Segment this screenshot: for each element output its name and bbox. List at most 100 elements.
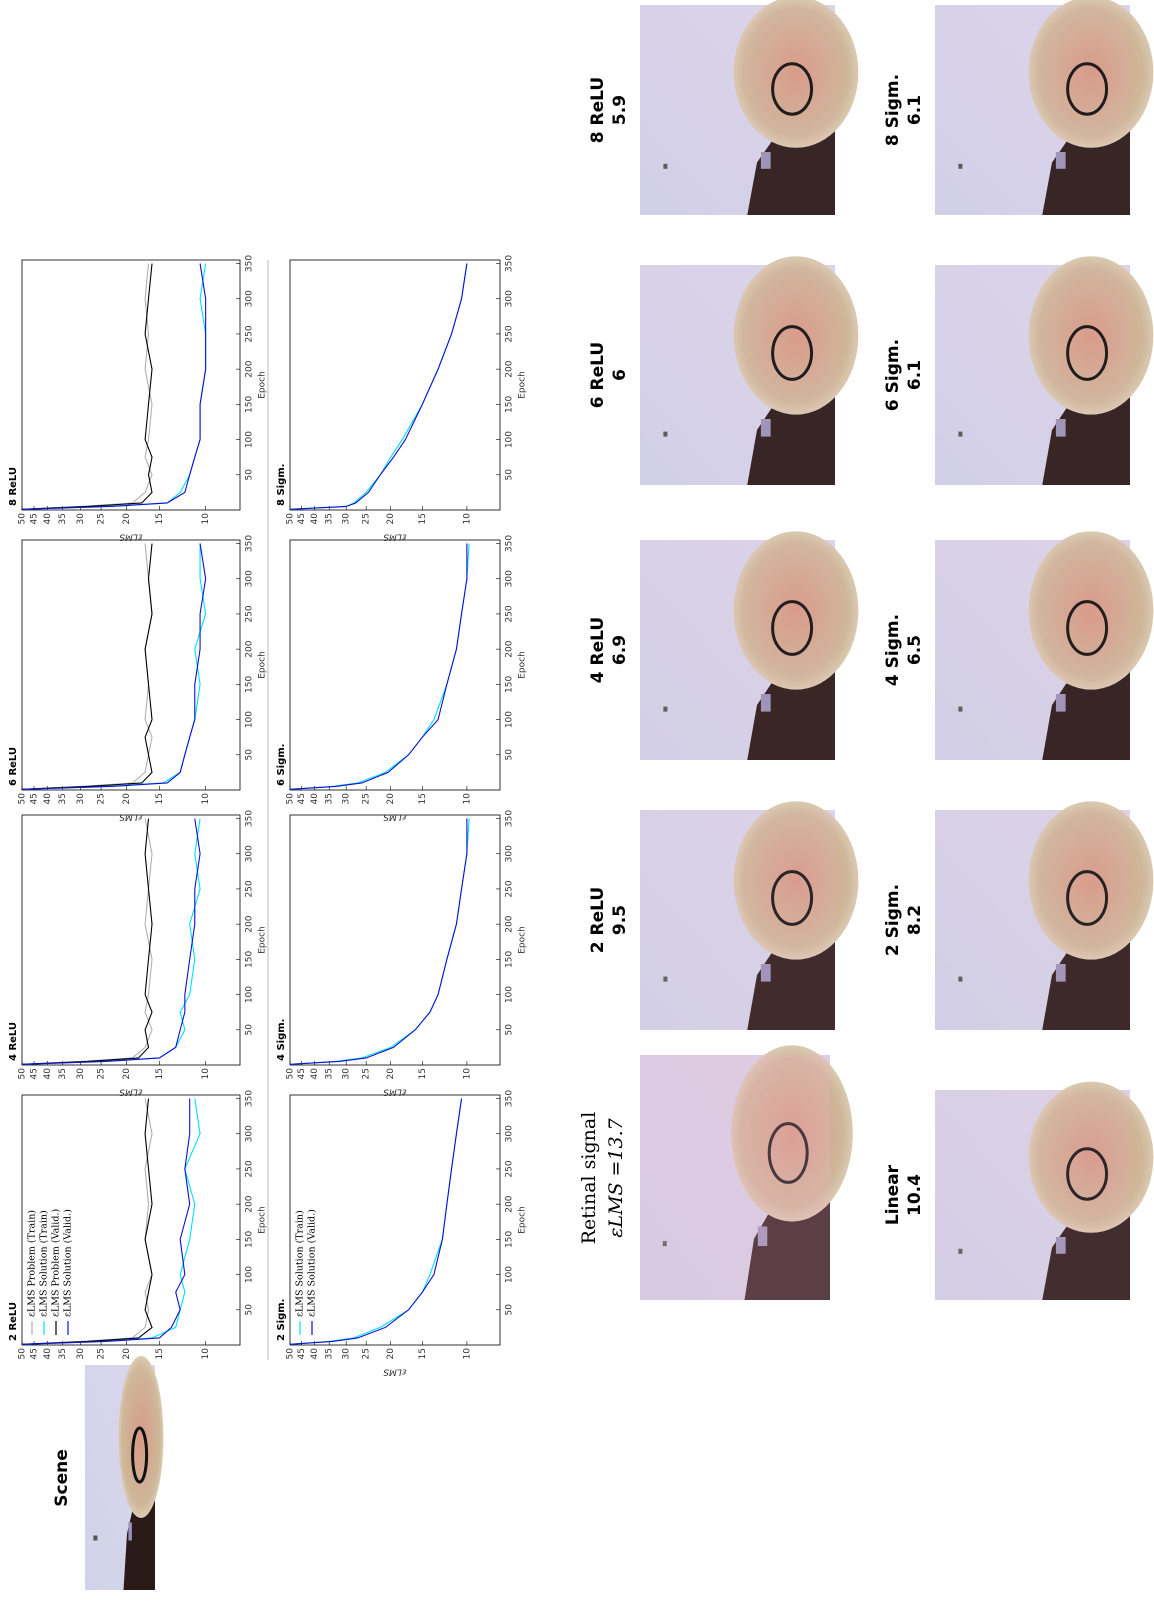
- photo-tag: [757, 1226, 768, 1247]
- x-tick-label: 350: [505, 1090, 515, 1107]
- scene-label: Scene: [52, 1449, 72, 1506]
- y-tick-label: 50: [18, 793, 28, 805]
- x-tick-label: 100: [505, 1266, 515, 1283]
- plot-frame: [21, 259, 241, 511]
- photo-dot: [958, 1248, 963, 1254]
- y-tick-label: 25: [362, 1068, 372, 1079]
- x-tick-label: 200: [505, 360, 515, 377]
- panel-name: 8 Sigm.: [883, 74, 903, 146]
- y-tick-label: 10: [462, 1068, 472, 1080]
- x-axis-label: Epoch: [518, 651, 528, 679]
- photo-tag: [760, 693, 771, 712]
- panel-name: 6 ReLU: [588, 342, 608, 408]
- x-tick-label: 300: [505, 1125, 515, 1142]
- x-tick-label: 50: [245, 1304, 255, 1316]
- y-tick-label: 25: [97, 1068, 107, 1079]
- x-tick-label: 150: [245, 951, 255, 968]
- x-tick-label: 150: [245, 396, 255, 413]
- panel-error: 5.9: [610, 95, 630, 125]
- chart-title: 4 Sigm.: [276, 1019, 287, 1061]
- x-tick-label: 50: [505, 1024, 515, 1036]
- photo-tag: [1055, 1237, 1066, 1254]
- x-tick-label: 100: [505, 711, 515, 728]
- y-tick-label: 20: [122, 1348, 132, 1360]
- x-tick-label: 200: [245, 915, 255, 932]
- chart-title: 8 Sigm.: [276, 464, 287, 506]
- y-tick-label: 30: [76, 1068, 86, 1080]
- legend-label: εLMS Solution (Valid.): [63, 1209, 74, 1317]
- y-tick-label: 10: [201, 513, 211, 525]
- x-tick-label: 50: [505, 469, 515, 481]
- x-tick-label: 50: [505, 1304, 515, 1316]
- x-tick-label: 300: [245, 290, 255, 307]
- x-tick-label: 150: [505, 1231, 515, 1248]
- y-tick-label: 10: [201, 1068, 211, 1080]
- legend-label: εLMS Solution (Train): [39, 1210, 50, 1317]
- y-tick-label: 15: [418, 513, 428, 524]
- y-tick-label: 35: [325, 1068, 335, 1079]
- photo-noise: [935, 265, 1130, 485]
- photo-dot: [663, 431, 668, 437]
- y-tick-label: 15: [155, 513, 165, 524]
- photo-tag: [1055, 418, 1066, 437]
- x-axis-label: Epoch: [258, 1206, 268, 1234]
- y-tick-label: 30: [342, 1348, 352, 1360]
- x-tick-label: 350: [245, 535, 255, 552]
- y-tick-label: 45: [30, 1068, 40, 1079]
- data-line: [21, 1098, 153, 1345]
- y-tick-label: 30: [76, 793, 86, 805]
- y-tick-label: 40: [43, 513, 53, 525]
- photo-face: [1028, 256, 1154, 415]
- y-tick-label: 30: [342, 1068, 352, 1080]
- x-tick-label: 250: [505, 1160, 515, 1177]
- y-tick-label: 20: [386, 1068, 396, 1080]
- photo-glasses: [1066, 1147, 1109, 1201]
- panel-error: 6.1: [905, 95, 925, 125]
- y-tick-label: 40: [43, 793, 53, 805]
- chart-title: 2 ReLU: [8, 1302, 19, 1341]
- photo: [935, 801, 1154, 1030]
- y-tick-label: 35: [58, 1068, 68, 1079]
- panel-name: 8 ReLU: [588, 77, 608, 143]
- y-axis-label: εLMS: [383, 812, 407, 822]
- y-tick-label: 45: [297, 513, 307, 524]
- x-tick-label: 150: [505, 396, 515, 413]
- photo-dot: [663, 706, 668, 712]
- panel-name: 4 Sigm.: [883, 614, 903, 686]
- photo-tag: [760, 418, 771, 437]
- y-tick-label: 10: [462, 793, 472, 805]
- x-tick-label: 350: [245, 1090, 255, 1107]
- retinal-title: Retinal signal: [578, 1112, 600, 1245]
- y-axis-label: εLMS: [383, 532, 407, 542]
- x-axis-label: Epoch: [518, 371, 528, 399]
- chart-title: 6 ReLU: [8, 747, 19, 786]
- x-tick-label: 300: [505, 290, 515, 307]
- x-tick-label: 300: [245, 1125, 255, 1142]
- panel-error: 6.5: [905, 635, 925, 665]
- y-tick-label: 20: [122, 513, 132, 525]
- panel-error: 9.5: [610, 905, 630, 935]
- y-tick-label: 15: [418, 1348, 428, 1359]
- data-line: [289, 818, 468, 1065]
- x-axis-label: Epoch: [258, 371, 268, 399]
- x-axis-label: Epoch: [258, 651, 268, 679]
- data-line: [21, 818, 201, 1065]
- y-tick-label: 50: [286, 793, 296, 805]
- x-tick-label: 50: [245, 749, 255, 761]
- photo-tag: [760, 963, 771, 982]
- photo-tag: [760, 152, 771, 169]
- photo: [640, 801, 859, 1030]
- y-tick-label: 50: [286, 1068, 296, 1080]
- panel-name: 2 Sigm.: [883, 884, 903, 956]
- x-tick-label: 350: [245, 255, 255, 272]
- x-tick-label: 200: [245, 360, 255, 377]
- y-tick-label: 40: [43, 1068, 53, 1080]
- y-tick-label: 50: [286, 1348, 296, 1360]
- y-tick-label: 10: [201, 1348, 211, 1360]
- photo-dot: [958, 976, 963, 982]
- y-tick-label: 35: [58, 1348, 68, 1359]
- photo-dot: [93, 1535, 98, 1541]
- plot-frame: [289, 259, 501, 511]
- photo-glasses: [771, 62, 814, 116]
- y-tick-label: 35: [325, 513, 335, 524]
